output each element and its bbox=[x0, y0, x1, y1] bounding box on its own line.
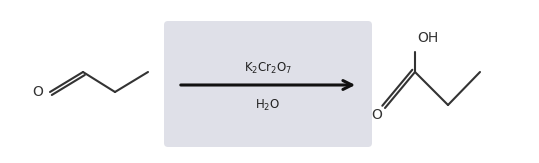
Text: K$_2$Cr$_2$O$_7$: K$_2$Cr$_2$O$_7$ bbox=[244, 60, 292, 75]
FancyArrowPatch shape bbox=[181, 81, 352, 89]
Text: O: O bbox=[32, 85, 44, 99]
Text: O: O bbox=[371, 108, 383, 122]
Text: H$_2$O: H$_2$O bbox=[255, 97, 281, 112]
FancyBboxPatch shape bbox=[164, 21, 372, 147]
Text: OH: OH bbox=[417, 31, 439, 45]
